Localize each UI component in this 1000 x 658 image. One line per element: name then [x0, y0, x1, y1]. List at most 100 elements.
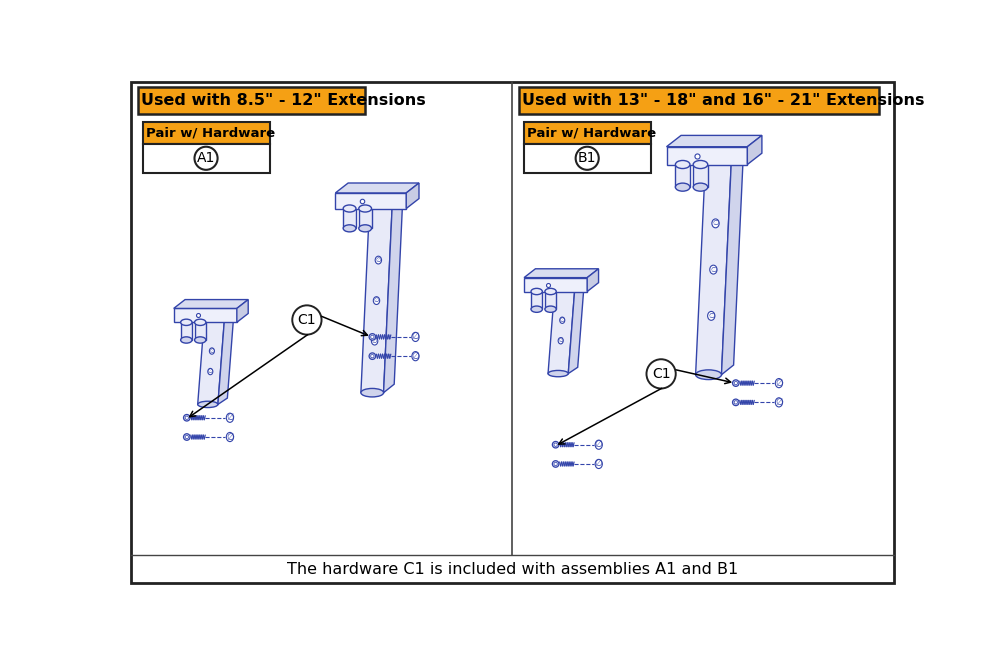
Circle shape: [552, 442, 559, 448]
Circle shape: [554, 443, 557, 446]
Polygon shape: [531, 291, 542, 309]
Polygon shape: [359, 209, 372, 228]
Ellipse shape: [595, 440, 602, 449]
Polygon shape: [218, 316, 234, 405]
Text: ∅: ∅: [712, 220, 719, 226]
Polygon shape: [335, 183, 419, 193]
Text: ∅: ∅: [775, 398, 783, 407]
FancyBboxPatch shape: [143, 122, 270, 143]
Polygon shape: [747, 136, 762, 164]
Text: B1: B1: [578, 151, 596, 165]
Polygon shape: [696, 164, 731, 374]
Polygon shape: [343, 209, 356, 228]
Ellipse shape: [775, 378, 783, 388]
Ellipse shape: [595, 459, 602, 468]
Circle shape: [369, 353, 376, 359]
Circle shape: [734, 401, 737, 404]
Text: Pair w/ Hardware: Pair w/ Hardware: [527, 126, 656, 139]
Text: C1: C1: [298, 313, 316, 327]
Polygon shape: [545, 291, 556, 309]
Polygon shape: [406, 183, 419, 209]
Ellipse shape: [531, 306, 542, 313]
Polygon shape: [174, 309, 237, 322]
Text: ∅: ∅: [710, 266, 717, 272]
Ellipse shape: [548, 370, 568, 377]
Text: ∅: ∅: [376, 257, 381, 263]
Text: ∅: ∅: [374, 298, 379, 303]
Circle shape: [185, 436, 188, 439]
Ellipse shape: [373, 297, 380, 305]
Text: ∅: ∅: [595, 440, 603, 449]
Ellipse shape: [558, 338, 563, 344]
Circle shape: [369, 334, 376, 340]
Circle shape: [734, 382, 737, 385]
Ellipse shape: [181, 319, 192, 326]
Polygon shape: [548, 291, 575, 374]
Circle shape: [552, 461, 559, 467]
Circle shape: [185, 416, 188, 419]
Ellipse shape: [195, 319, 206, 326]
Text: ∅: ∅: [209, 349, 214, 353]
Circle shape: [371, 336, 374, 339]
Ellipse shape: [226, 432, 234, 442]
Ellipse shape: [708, 311, 715, 320]
Ellipse shape: [693, 161, 708, 168]
Polygon shape: [721, 155, 743, 374]
Ellipse shape: [412, 332, 419, 342]
Ellipse shape: [693, 183, 708, 191]
Ellipse shape: [181, 337, 192, 343]
Text: ∅: ∅: [208, 369, 213, 374]
Ellipse shape: [343, 225, 356, 232]
Polygon shape: [361, 209, 392, 393]
FancyBboxPatch shape: [138, 87, 365, 114]
Polygon shape: [237, 299, 248, 322]
Ellipse shape: [775, 398, 783, 407]
Text: ∅: ∅: [708, 313, 714, 319]
Polygon shape: [666, 147, 747, 164]
Circle shape: [733, 399, 739, 405]
Text: A1: A1: [197, 151, 215, 165]
FancyBboxPatch shape: [524, 143, 651, 173]
Circle shape: [292, 305, 322, 335]
Ellipse shape: [208, 368, 213, 374]
Polygon shape: [568, 285, 584, 374]
Text: C1: C1: [652, 367, 670, 381]
Polygon shape: [675, 164, 690, 187]
Text: ∅: ∅: [412, 332, 419, 342]
Ellipse shape: [361, 388, 384, 397]
Text: ∅: ∅: [412, 351, 419, 361]
Text: Used with 13" - 18" and 16" - 21" Extensions: Used with 13" - 18" and 16" - 21" Extens…: [522, 93, 924, 108]
Polygon shape: [174, 299, 248, 309]
Text: ∅: ∅: [226, 432, 234, 442]
Ellipse shape: [359, 205, 372, 212]
FancyBboxPatch shape: [519, 87, 879, 114]
Circle shape: [554, 463, 557, 466]
Text: ∅: ∅: [226, 413, 234, 422]
Circle shape: [646, 359, 676, 388]
Text: ∅: ∅: [775, 378, 783, 388]
Circle shape: [194, 147, 218, 170]
Ellipse shape: [696, 370, 721, 380]
Ellipse shape: [359, 225, 372, 232]
Ellipse shape: [712, 219, 719, 228]
Ellipse shape: [710, 265, 717, 274]
FancyBboxPatch shape: [131, 82, 894, 582]
Ellipse shape: [375, 256, 382, 264]
Polygon shape: [587, 268, 599, 291]
Ellipse shape: [545, 288, 556, 295]
Ellipse shape: [531, 288, 542, 295]
Polygon shape: [384, 200, 403, 393]
Polygon shape: [198, 322, 224, 405]
Polygon shape: [666, 136, 762, 147]
Text: The hardware C1 is included with assemblies A1 and B1: The hardware C1 is included with assembl…: [287, 562, 738, 577]
Ellipse shape: [545, 306, 556, 313]
Ellipse shape: [343, 205, 356, 212]
Ellipse shape: [209, 348, 214, 354]
Polygon shape: [693, 164, 708, 187]
Text: Pair w/ Hardware: Pair w/ Hardware: [146, 126, 275, 139]
Text: ∅: ∅: [560, 318, 565, 322]
Ellipse shape: [675, 183, 690, 191]
Circle shape: [576, 147, 599, 170]
Polygon shape: [524, 278, 587, 291]
Circle shape: [184, 415, 190, 421]
